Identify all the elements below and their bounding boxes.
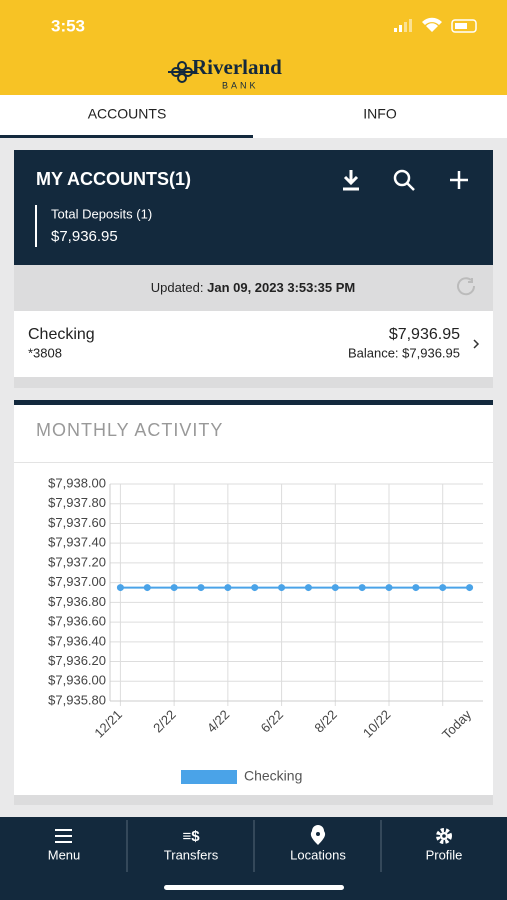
nav-item[interactable]: Transfers [164, 847, 219, 862]
status-icons [394, 17, 477, 33]
data-point [278, 584, 286, 592]
svg-text:≡$: ≡$ [182, 828, 200, 845]
divider [14, 462, 493, 463]
row-footer [14, 377, 493, 388]
updated-value: Jan 09, 2023 3:53:35 PM [207, 280, 355, 295]
legend-swatch [181, 770, 237, 784]
y-tick-label: $7,936.80 [48, 594, 106, 609]
account-balance: Balance: $7,936.95 [348, 345, 460, 360]
data-point [143, 584, 151, 592]
y-tick-label: $7,937.40 [48, 535, 106, 550]
section-title: MONTHLY ACTIVITY [36, 420, 223, 440]
data-point [385, 584, 393, 592]
accounts-card [14, 150, 493, 265]
status-time: 3:53 [51, 16, 85, 35]
data-point [116, 584, 124, 592]
data-point [197, 584, 205, 592]
y-tick-label: $7,936.60 [48, 614, 106, 629]
data-point [304, 584, 312, 592]
total-label: Total Deposits (1) [51, 206, 152, 221]
nav-item[interactable]: Locations [290, 847, 346, 862]
header-bar [0, 0, 507, 95]
home-indicator [164, 885, 344, 890]
y-tick-label: $7,937.20 [48, 554, 106, 569]
y-tick-label: $7,936.20 [48, 653, 106, 668]
updated-row [14, 265, 493, 311]
logo: Riverland BANK [168, 55, 282, 90]
legend-label: Checking [244, 768, 302, 784]
activity-card [14, 400, 493, 795]
tab[interactable]: ACCOUNTS [88, 106, 167, 122]
add-icon[interactable] [450, 171, 468, 189]
y-tick-label: $7,937.00 [48, 574, 106, 589]
data-point [251, 584, 259, 592]
tab-bar [0, 95, 507, 138]
account-name: Checking [28, 326, 95, 343]
nav-icons: ≡$ [55, 825, 452, 845]
account-number: *3808 [28, 345, 62, 360]
data-point [412, 584, 420, 592]
activity-border [14, 400, 493, 405]
y-tick-label: $7,937.60 [48, 515, 106, 530]
y-tick-label: $7,935.80 [48, 692, 106, 707]
updated-text: Updated: Jan 09, 2023 3:53:35 PM [151, 280, 356, 295]
tab[interactable]: INFO [363, 106, 397, 122]
nav-item[interactable]: Profile [426, 847, 463, 862]
data-point [331, 584, 339, 592]
nav-separators [126, 820, 382, 872]
logo-name: Riverland [192, 55, 282, 79]
y-tick-label: $7,937.80 [48, 495, 106, 510]
total-value: $7,936.95 [51, 228, 118, 245]
updated-label: Updated: [151, 280, 204, 295]
logo-sub: BANK [222, 80, 259, 90]
nav-item[interactable]: Menu [48, 847, 81, 862]
y-tick-label: $7,938.00 [48, 475, 106, 490]
download-icon[interactable] [343, 170, 359, 191]
chevron [473, 339, 480, 349]
data-point [170, 584, 178, 592]
tab-indicator [0, 135, 253, 138]
accounts-title: MY ACCOUNTS(1) [36, 169, 191, 189]
refresh-icon[interactable] [457, 277, 476, 296]
data-point [358, 584, 366, 592]
account-row[interactable] [14, 311, 493, 377]
divider [35, 205, 37, 247]
data-point [224, 584, 232, 592]
data-point [439, 584, 447, 592]
account-amount: $7,936.95 [389, 326, 460, 343]
card-footer [14, 795, 493, 805]
data-point [466, 584, 474, 592]
y-tick-label: $7,936.40 [48, 633, 106, 648]
search-icon[interactable] [393, 169, 415, 191]
y-tick-label: $7,936.00 [48, 673, 106, 688]
